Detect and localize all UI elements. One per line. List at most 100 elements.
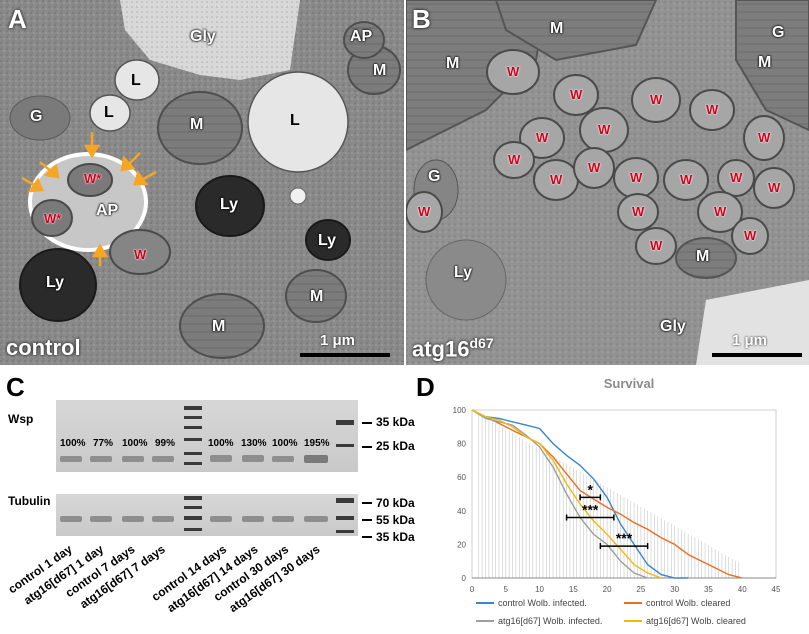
label-l-large: L bbox=[290, 112, 300, 129]
x-tick-label: 20 bbox=[603, 585, 612, 594]
label-m-right: M bbox=[310, 288, 324, 305]
label-ap-top: AP bbox=[350, 28, 373, 45]
panel-b-caption-sup: d67 bbox=[469, 335, 494, 351]
panel-b-scale-bar bbox=[712, 353, 802, 357]
significance-label-3: *** bbox=[616, 530, 633, 546]
panel-b-letter: B bbox=[412, 4, 431, 34]
kda-tick-25 bbox=[362, 446, 372, 448]
y-tick-label: 0 bbox=[462, 574, 467, 583]
kda-35-bottom: 35 kDa bbox=[376, 530, 415, 544]
wsp-pct-5: 100% bbox=[208, 438, 234, 449]
label-b-w-7: W bbox=[758, 130, 771, 145]
kda-tick-70 bbox=[362, 502, 372, 504]
label-b-w-5: W bbox=[598, 122, 611, 137]
wsp-pct-8: 195% bbox=[304, 438, 330, 449]
panel-c-letter: C bbox=[6, 372, 25, 402]
label-ap: AP bbox=[96, 202, 119, 219]
label-b-w-15: W bbox=[418, 204, 431, 219]
wsp-pct-4: 99% bbox=[155, 438, 176, 449]
label-b-w-18: W bbox=[650, 238, 663, 253]
chart-significance: ******* bbox=[565, 481, 649, 550]
legend-label-4: atg16[d67] Wolb. cleared bbox=[646, 616, 746, 626]
wsp-pct-1: 100% bbox=[60, 438, 86, 449]
label-g: G bbox=[30, 108, 43, 125]
chart-title: Survival bbox=[604, 376, 655, 391]
legend-label-1: control Wolb. infected. bbox=[498, 598, 587, 608]
panel-b-scale-text: 1 μm bbox=[732, 332, 768, 349]
label-b-w-14: W bbox=[768, 180, 781, 195]
label-b-w-10: W bbox=[550, 172, 563, 187]
gel-wsp-image bbox=[56, 400, 358, 472]
y-tick-label: 20 bbox=[457, 540, 466, 549]
label-b-w-6: W bbox=[536, 130, 549, 145]
label-b-m-3: M bbox=[758, 54, 772, 71]
label-b-w-3: W bbox=[650, 92, 663, 107]
kda-55: 55 kDa bbox=[376, 513, 415, 527]
label-w-star-2: W* bbox=[44, 211, 62, 226]
label-b-w-17: W bbox=[714, 204, 727, 219]
label-b-m-2: M bbox=[446, 55, 460, 72]
chart-grid bbox=[471, 409, 777, 579]
panel-a-scale-text: 1 μm bbox=[320, 332, 356, 349]
gel-wsp bbox=[56, 400, 358, 472]
y-tick-label: 100 bbox=[453, 406, 467, 415]
label-b-g-top: G bbox=[772, 24, 785, 41]
survival-chart: Survival 0 5 10 15 20 25 30 35 40 45020406080100 … bbox=[453, 376, 781, 626]
wsp-pct-3: 100% bbox=[122, 438, 148, 449]
x-tick-label: 15 bbox=[569, 585, 578, 594]
panel-a-caption: control bbox=[6, 335, 81, 360]
significance-label-1: * bbox=[587, 481, 593, 497]
panel-a-letter: A bbox=[8, 4, 27, 34]
kda-tick-55 bbox=[362, 519, 372, 521]
chart-series bbox=[471, 409, 743, 579]
series-line-3 bbox=[471, 409, 648, 579]
label-b-w-16: W bbox=[632, 204, 645, 219]
label-b-w-1: W bbox=[507, 64, 520, 79]
label-b-w-2: W bbox=[570, 87, 583, 102]
wsp-pct-6: 130% bbox=[241, 438, 267, 449]
orange-arrows bbox=[21, 132, 157, 266]
panel-a-micrograph: A Gly AP M L L M L G W* W* AP W Ly Ly Ly… bbox=[0, 0, 404, 365]
kda-tick-35-top bbox=[362, 422, 372, 424]
label-b-m-1: M bbox=[550, 20, 564, 37]
gel-tubulin-image bbox=[56, 494, 358, 536]
label-b-g: G bbox=[428, 168, 441, 185]
chart-legend: control Wolb. infected. control Wolb. cle… bbox=[476, 598, 746, 626]
y-tick-label: 60 bbox=[457, 473, 466, 482]
panel-b-caption: atg16d67 bbox=[412, 335, 494, 362]
label-b-w-12: W bbox=[680, 172, 693, 187]
label-b-m-4: M bbox=[696, 248, 710, 265]
label-w-star-1: W* bbox=[84, 171, 102, 186]
label-gly: Gly bbox=[190, 28, 216, 45]
x-tick-label: 0 bbox=[470, 585, 475, 594]
label-b-w-8: W bbox=[508, 152, 521, 167]
panel-b-caption-main: atg16 bbox=[412, 336, 470, 362]
wsp-pct-2: 77% bbox=[93, 438, 114, 449]
wolbachia-cells bbox=[406, 49, 795, 265]
kda-70: 70 kDa bbox=[376, 496, 415, 510]
panel-a-em-image bbox=[0, 0, 404, 365]
x-tick-label: 30 bbox=[670, 585, 679, 594]
label-b-w-4: W bbox=[706, 102, 719, 117]
label-b-w-19: W bbox=[744, 228, 757, 243]
gel-tubulin bbox=[56, 494, 358, 536]
series-line-2 bbox=[471, 409, 743, 579]
wsp-label: Wsp bbox=[8, 412, 34, 426]
panel-d-letter: D bbox=[416, 372, 435, 402]
label-ly-1: Ly bbox=[220, 196, 239, 213]
label-ly-3: Ly bbox=[46, 274, 65, 291]
label-l-1: L bbox=[131, 72, 141, 89]
kda-35-top: 35 kDa bbox=[376, 415, 415, 429]
label-m-bottom: M bbox=[212, 318, 226, 335]
y-tick-label: 80 bbox=[457, 440, 466, 449]
panel-b-em-image bbox=[406, 0, 809, 365]
x-tick-label: 40 bbox=[738, 585, 747, 594]
legend-label-3: atg16[d67] Wolb. infected. bbox=[498, 616, 602, 626]
label-l-2: L bbox=[104, 104, 114, 121]
label-b-w-9: W bbox=[588, 160, 601, 175]
chart-axes: 0 5 10 15 20 25 30 35 40 45 0 20 40 60 80 100 bbox=[453, 406, 781, 594]
label-w: W bbox=[134, 247, 147, 262]
wsp-pct-7: 100% bbox=[272, 438, 298, 449]
label-b-w-13: W bbox=[730, 170, 743, 185]
x-tick-label: 45 bbox=[772, 585, 781, 594]
